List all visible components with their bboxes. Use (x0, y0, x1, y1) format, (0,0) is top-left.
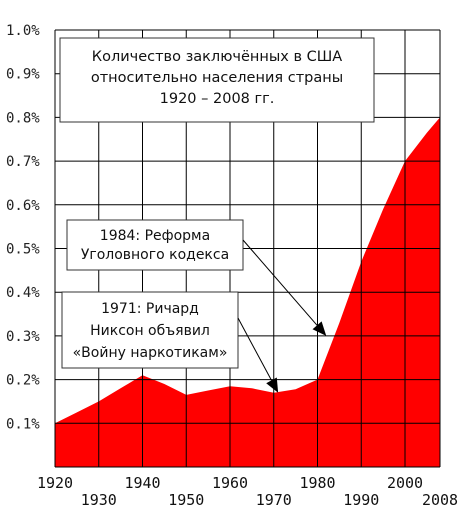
annotation-1971-line-1: 1971: Ричард (101, 301, 199, 317)
annotation-1971-line-3: «Войну наркотикам» (73, 345, 228, 361)
annotation-1984-arrow-line (242, 239, 318, 326)
annotation-1984-line-2: Уголовного кодекса (81, 247, 229, 263)
y-tick-label: 0.6% (6, 198, 40, 214)
chart-title-line-3: 1920 – 2008 гг. (160, 91, 275, 107)
x-tick-label: 2008 (422, 491, 458, 509)
x-tick-label: 1920 (37, 474, 73, 492)
x-tick-label: 1980 (299, 474, 335, 492)
y-tick-label: 0.4% (6, 285, 40, 301)
annotation-1971-arrowhead (266, 377, 279, 393)
y-tick-label: 0.5% (6, 242, 40, 258)
y-tick-label: 0.2% (6, 373, 40, 389)
x-tick-label: 2000 (387, 474, 423, 492)
annotation-1984-line-1: 1984: Реформа (100, 228, 210, 244)
x-tick-label: 1960 (212, 474, 248, 492)
chart-title-line-1: Количество заключённых в США (92, 49, 342, 65)
x-tick-label: 1950 (168, 491, 204, 509)
y-tick-label: 1.0% (6, 23, 40, 39)
y-tick-label: 0.3% (6, 329, 40, 345)
y-tick-label: 0.7% (6, 154, 40, 170)
y-tick-label: 0.1% (6, 416, 40, 432)
x-axis-ticks: 1920 1940 1960 1980 2000 1930 1950 1970 1990 2008 (37, 474, 458, 509)
y-axis-ticks: 0.1% 0.2% 0.3% 0.4% 0.5% 0.6% 0.7% 0.8% 0.9% 1.0% (6, 23, 40, 432)
chart-title-box: Количество заключённых в США относительн… (59, 37, 375, 123)
x-tick-label: 1930 (81, 491, 117, 509)
annotation-1984: 1984: Реформа Уголовного кодекса (66, 219, 327, 336)
annotation-1971: 1971: Ричард Никсон объявил «Войну нарко… (61, 291, 279, 393)
y-tick-label: 0.9% (6, 67, 40, 83)
y-tick-label: 0.8% (6, 110, 40, 126)
annotation-1984-arrowhead (312, 321, 327, 336)
x-tick-label: 1940 (124, 474, 160, 492)
x-tick-label: 1990 (343, 491, 379, 509)
chart-title-line-2: относительно населения страны (91, 70, 343, 86)
x-tick-label: 1970 (256, 491, 292, 509)
annotation-1971-arrow-line (237, 317, 272, 381)
annotation-1971-line-2: Никсон объявил (90, 323, 210, 339)
